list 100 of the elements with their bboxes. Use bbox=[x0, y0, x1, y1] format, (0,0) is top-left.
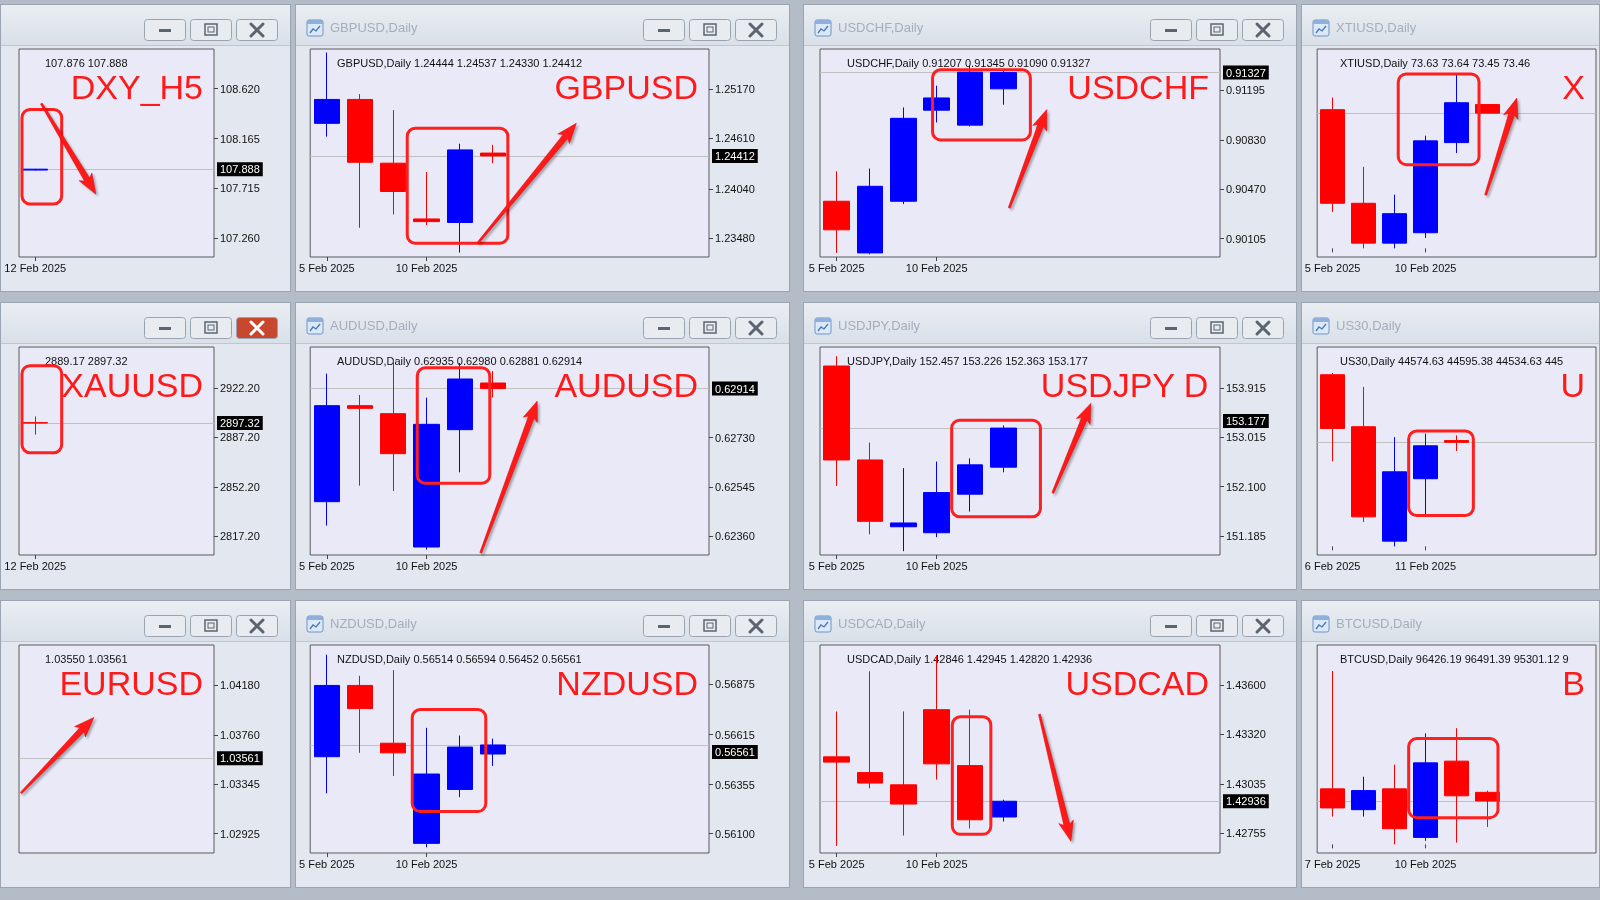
annotation: AUDUSD bbox=[554, 366, 699, 404]
candlestick bbox=[1351, 776, 1376, 818]
candlestick bbox=[990, 69, 1017, 106]
annotation: XAUUSD bbox=[61, 366, 204, 404]
annotation: X bbox=[1562, 68, 1586, 106]
y-tick-label: 2817.20 bbox=[220, 530, 260, 543]
y-tick-label: 0.90830 bbox=[1226, 134, 1266, 147]
y-tick-label: 0.90470 bbox=[1226, 183, 1266, 196]
x-tick-label: 5 Feb 2025 bbox=[298, 559, 355, 572]
x-tick-label: 6 Feb 2025 bbox=[1304, 559, 1361, 572]
x-tick-label: 10 Feb 2025 bbox=[905, 261, 968, 274]
y-tick-label: 1.25170 bbox=[715, 82, 755, 95]
candlestick bbox=[890, 710, 917, 837]
candlestick bbox=[890, 467, 917, 552]
chart-title: BTCUSD,Daily bbox=[1336, 616, 1422, 631]
ref-line-label: 1.24412 bbox=[715, 149, 755, 162]
x-tick-label: 5 Feb 2025 bbox=[808, 559, 865, 572]
y-tick-label: 153.915 bbox=[1226, 382, 1266, 394]
x-tick-label: 12 Feb 2025 bbox=[4, 559, 67, 572]
candlestick bbox=[823, 170, 850, 254]
candlestick bbox=[857, 442, 883, 535]
y-tick-label: 153.015 bbox=[1226, 430, 1266, 443]
text: 2889.17 2897.32 bbox=[45, 354, 128, 367]
candlestick bbox=[1444, 434, 1469, 452]
text: AUDUSD,Daily 0.62935 0.62980 0.62881 0.62914 bbox=[337, 354, 583, 367]
chart-subtitle: US30,Daily 44574.63 44595.38 44534.63 445 bbox=[1340, 354, 1564, 367]
text: 107.876 107.888 bbox=[45, 56, 128, 69]
annotation: U bbox=[1560, 366, 1586, 404]
candlestick bbox=[1320, 670, 1345, 818]
ref-line-label: 1.42936 bbox=[1226, 795, 1266, 808]
x-tick-label: 5 Feb 2025 bbox=[808, 261, 865, 274]
candlestick bbox=[857, 168, 883, 255]
candlestick bbox=[447, 735, 473, 798]
ref-line-label: 0.91327 bbox=[1226, 66, 1266, 79]
y-tick-label: 1.42755 bbox=[1226, 826, 1266, 839]
chart-subtitle: XTIUSD,Daily 73.63 73.64 73.45 73.46 bbox=[1340, 56, 1531, 69]
ref-line-label: 1.03561 bbox=[220, 752, 260, 765]
y-tick-label: 1.43600 bbox=[1226, 679, 1266, 692]
y-tick-label: 2922.20 bbox=[220, 381, 260, 394]
candlestick bbox=[380, 109, 406, 216]
y-tick-label: 151.185 bbox=[1226, 530, 1266, 543]
candlestick bbox=[314, 373, 340, 527]
text: NZDUSD,Daily 0.56514 0.56594 0.56452 0.56561 bbox=[337, 652, 582, 665]
candlestick bbox=[1351, 166, 1376, 249]
candlestick bbox=[1320, 372, 1345, 462]
candlestick bbox=[923, 461, 950, 538]
chart-title: USDJPY,Daily bbox=[838, 318, 921, 333]
y-tick-label: 0.62730 bbox=[715, 431, 755, 444]
candlestick bbox=[1413, 732, 1438, 842]
ref-line-label: 0.62914 bbox=[715, 382, 755, 395]
chart-title: US30,Daily bbox=[1336, 318, 1402, 333]
chart-subtitle: BTCUSD,Daily 96426.19 96491.39 95301.12 9 bbox=[1340, 652, 1569, 665]
y-tick-label: 0.90105 bbox=[1226, 232, 1266, 245]
annotation: DXY_H5 bbox=[70, 68, 203, 106]
candlestick bbox=[480, 144, 506, 164]
candlestick bbox=[1320, 97, 1345, 213]
x-tick-label: 12 Feb 2025 bbox=[4, 261, 67, 274]
candlestick bbox=[314, 654, 340, 794]
y-tick-label: 107.260 bbox=[220, 232, 260, 245]
x-tick-label: 10 Feb 2025 bbox=[905, 857, 968, 870]
candlestick bbox=[413, 727, 440, 848]
candlestick bbox=[1382, 194, 1407, 249]
annotation: USDCAD bbox=[1065, 664, 1210, 702]
y-tick-label: 1.43320 bbox=[1226, 728, 1266, 741]
text: USDCHF,Daily 0.91207 0.91345 0.91090 0.91327 bbox=[847, 56, 1091, 69]
x-tick-label: 5 Feb 2025 bbox=[298, 857, 355, 870]
y-tick-label: 1.24040 bbox=[715, 182, 755, 195]
y-tick-label: 0.56100 bbox=[715, 827, 755, 840]
annotation: GBPUSD bbox=[554, 68, 699, 106]
candlestick bbox=[1413, 135, 1438, 239]
x-tick-label: 5 Feb 2025 bbox=[808, 857, 865, 870]
x-tick-label: 7 Feb 2025 bbox=[1304, 857, 1361, 870]
y-tick-label: 0.91195 bbox=[1226, 84, 1265, 97]
annotation: EURUSD bbox=[59, 664, 204, 702]
chart-title: NZDUSD,Daily bbox=[330, 616, 417, 631]
x-tick-label: 10 Feb 2025 bbox=[395, 559, 458, 572]
candlestick bbox=[413, 397, 440, 551]
x-tick-label: 10 Feb 2025 bbox=[1394, 857, 1457, 870]
y-tick-label: 0.56875 bbox=[715, 678, 755, 691]
y-tick-label: 108.620 bbox=[220, 82, 260, 95]
candlestick bbox=[1444, 74, 1469, 154]
ref-line-label: 107.888 bbox=[220, 163, 260, 176]
y-tick-label: 107.715 bbox=[220, 182, 260, 195]
y-tick-label: 1.04180 bbox=[220, 679, 260, 692]
ref-line-label: 153.177 bbox=[1226, 415, 1266, 428]
candlestick bbox=[1382, 436, 1407, 547]
candlestick bbox=[957, 457, 983, 513]
text: 1.03550 1.03561 bbox=[45, 652, 128, 665]
y-tick-label: 1.03345 bbox=[220, 777, 260, 790]
candlestick bbox=[857, 670, 883, 789]
y-tick-label: 1.43035 bbox=[1226, 777, 1266, 790]
candlestick bbox=[823, 710, 850, 847]
annotation: USDJPY D bbox=[1040, 366, 1209, 404]
candlestick bbox=[347, 394, 373, 487]
candlestick bbox=[957, 709, 983, 830]
text: GBPUSD,Daily 1.24444 1.24537 1.24330 1.24412 bbox=[337, 56, 583, 69]
candlestick bbox=[413, 171, 440, 226]
y-tick-label: 0.62545 bbox=[715, 481, 755, 493]
y-tick-label: 1.03760 bbox=[220, 728, 260, 741]
chart-title: AUDUSD,Daily bbox=[330, 318, 418, 333]
